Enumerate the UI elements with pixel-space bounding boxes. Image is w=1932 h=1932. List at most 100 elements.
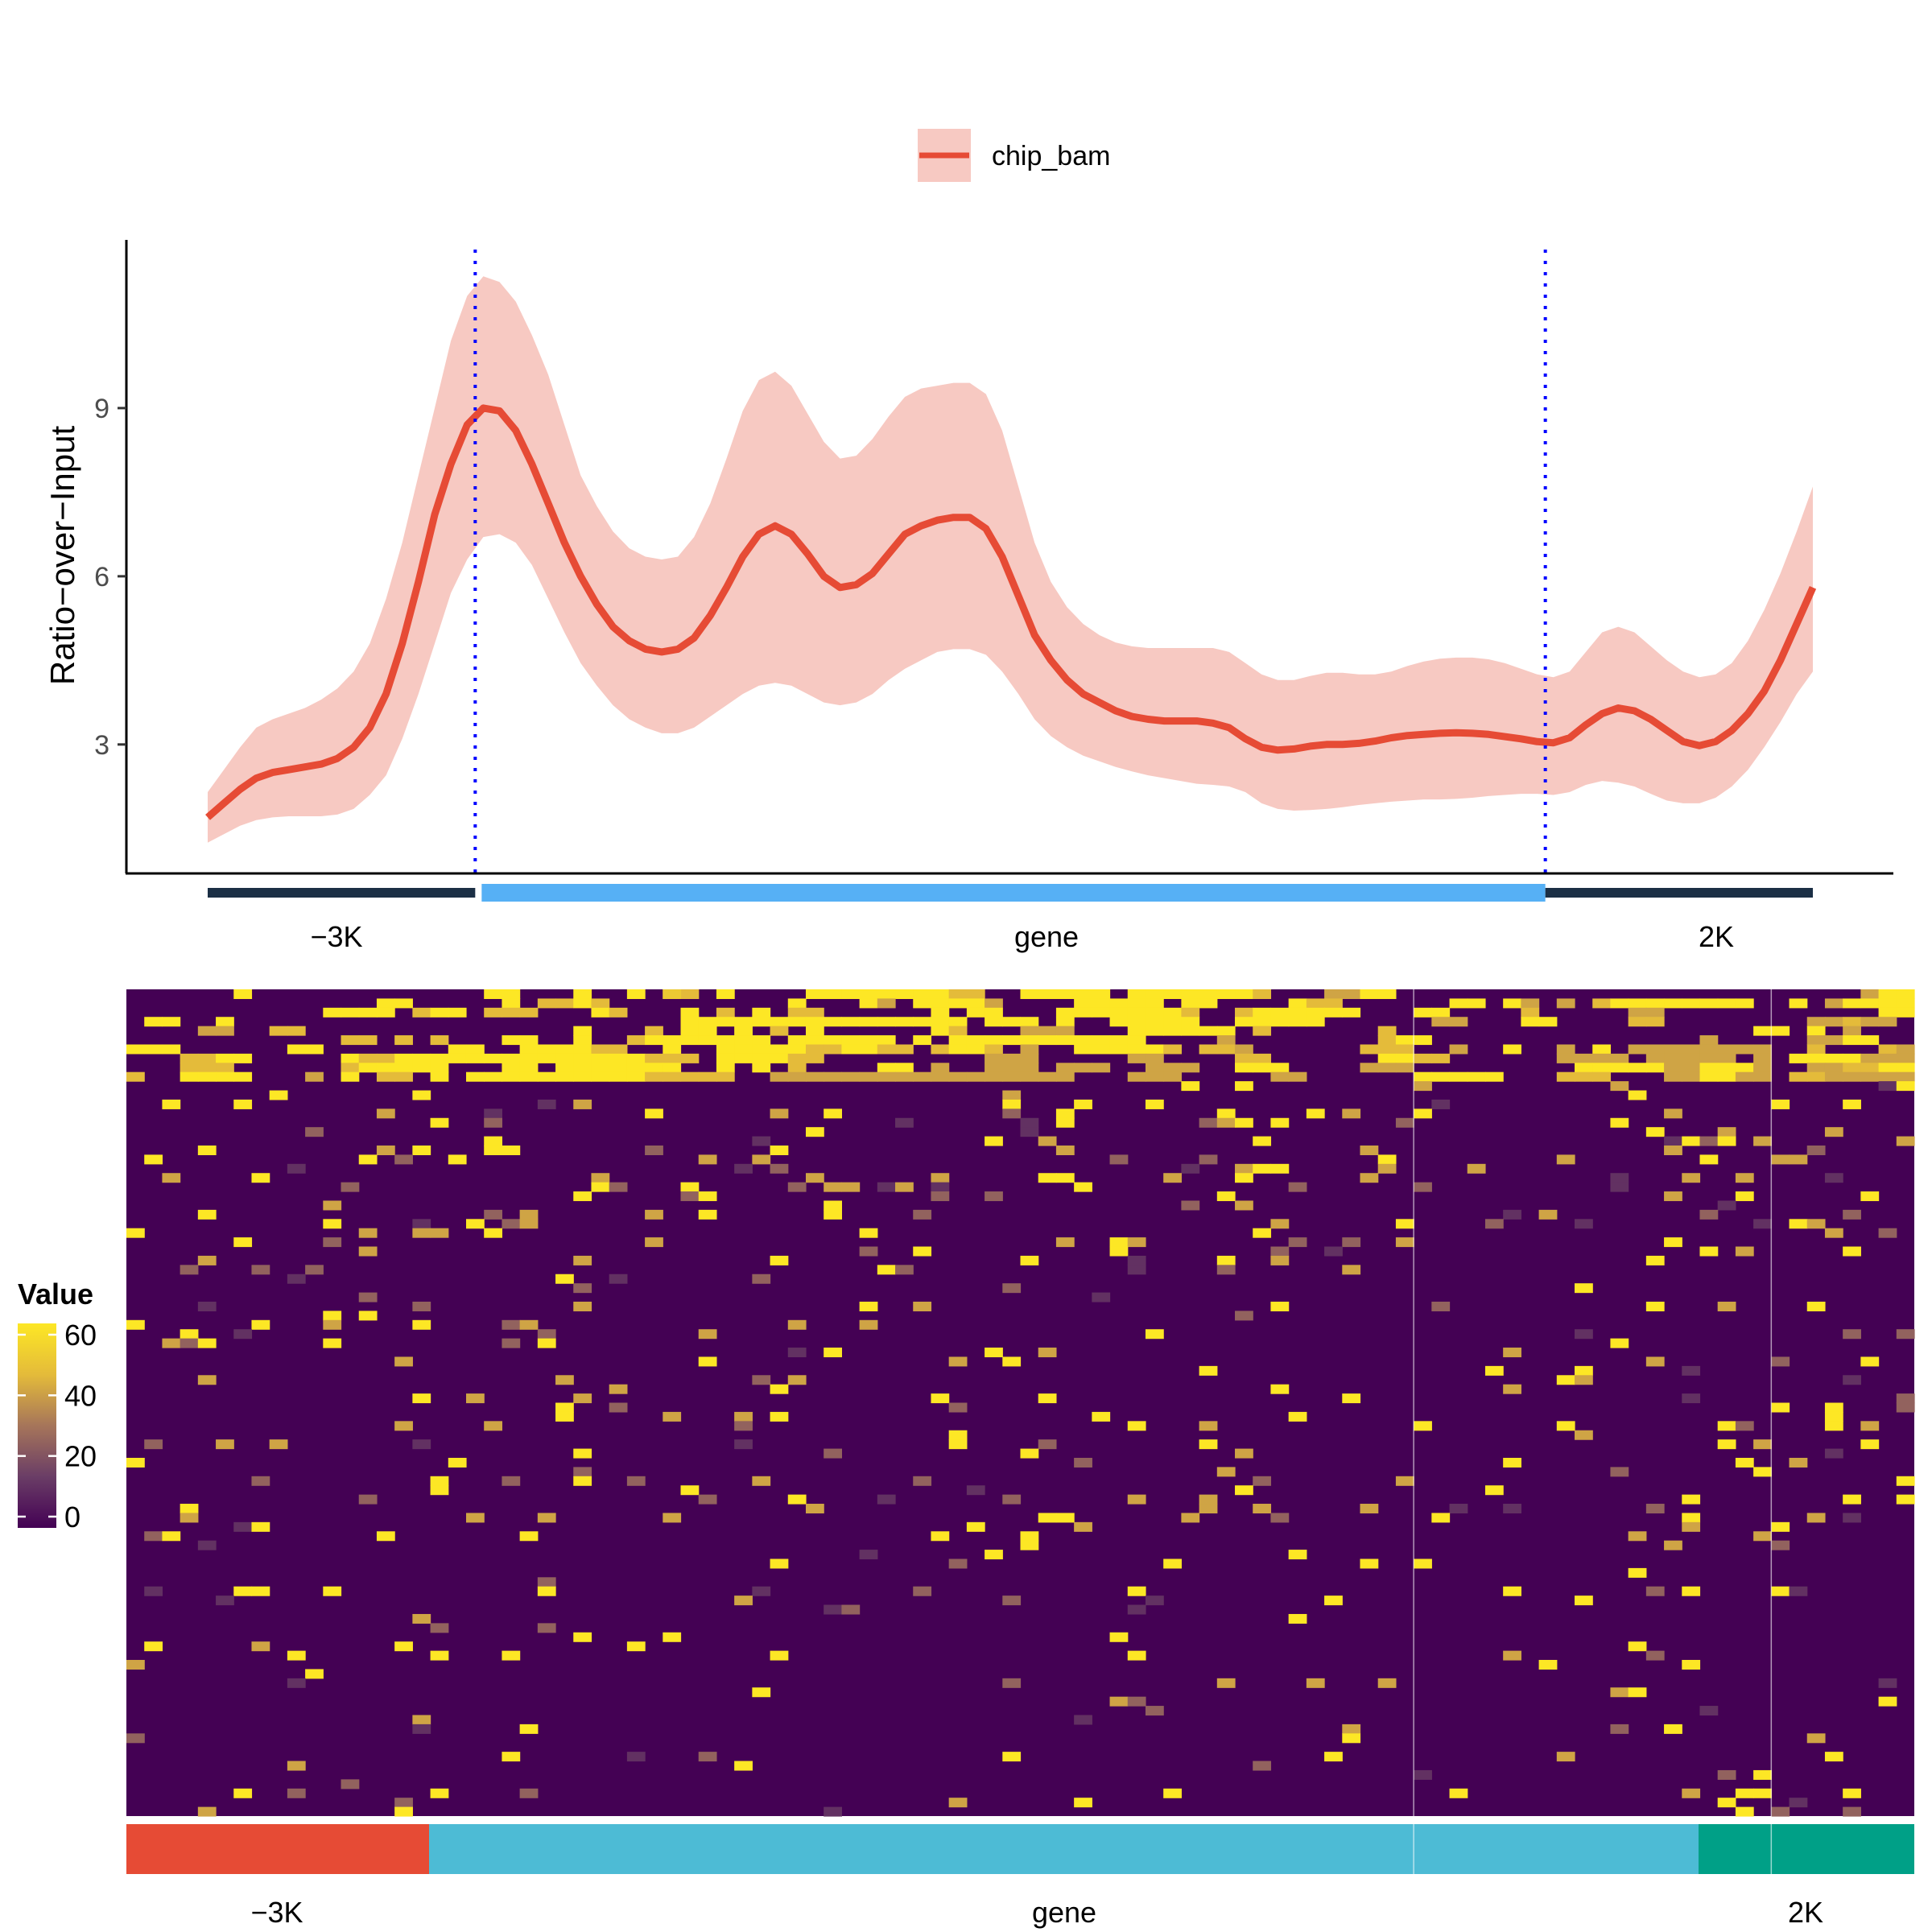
heatmap-cell	[770, 1558, 789, 1569]
heatmap-cell	[1753, 1063, 1772, 1073]
heatmap-cell	[537, 1513, 556, 1523]
heatmap-cell	[985, 1017, 1003, 1027]
heatmap-cell	[805, 1504, 824, 1514]
heatmap-cell	[716, 1017, 735, 1027]
heatmap-cell	[1020, 1531, 1039, 1542]
heatmap-cell	[1628, 1090, 1647, 1100]
heatmap-cell	[609, 1071, 628, 1082]
heatmap-cell	[323, 1338, 342, 1348]
heatmap-cell	[1717, 1769, 1736, 1780]
heatmap-cell	[1414, 1421, 1432, 1431]
heatmap-cell	[966, 1485, 985, 1496]
heatmap-cell	[1127, 1650, 1146, 1661]
heatmap-cell	[305, 1265, 324, 1275]
heatmap-cell	[233, 1099, 253, 1109]
heatmap-cell	[573, 1476, 592, 1486]
heatmap-cell	[752, 1274, 771, 1284]
heatmap-cell	[519, 1531, 539, 1542]
heatmap-cell	[787, 1017, 807, 1027]
heatmap-cell	[358, 1154, 378, 1165]
heatmap-cell	[1127, 1586, 1146, 1596]
heatmap-cell	[626, 1476, 646, 1486]
heatmap-cell	[1181, 1007, 1200, 1018]
heatmap-cell	[824, 1044, 842, 1055]
heatmap-cell	[1324, 1007, 1343, 1018]
heatmap-cell	[752, 1375, 771, 1385]
heatmap-cell	[197, 1026, 217, 1036]
heatmap-cell	[591, 1071, 610, 1082]
heatmap-cell	[197, 1071, 217, 1082]
heatmap-cell	[1860, 1191, 1880, 1202]
heatmap-cell	[985, 1053, 1003, 1063]
heatmap-cell	[1127, 1494, 1146, 1505]
heatmap-cell	[1342, 1733, 1361, 1744]
heatmap-cell	[1181, 1513, 1200, 1523]
heatmap-cell	[752, 1063, 771, 1073]
heatmap-cell	[1592, 1053, 1612, 1063]
heatmap-cell	[1055, 1063, 1075, 1073]
heatmap-cell	[1484, 1071, 1504, 1082]
heatmap-cell	[1109, 1246, 1129, 1257]
heatmap-cell	[948, 989, 968, 1000]
heatmap-cell	[287, 1026, 306, 1036]
heatmap-cell	[1789, 1457, 1808, 1468]
heatmap-cell	[824, 1071, 842, 1082]
heatmap-cell	[251, 1521, 270, 1532]
heatmap-cell	[1181, 989, 1200, 1000]
heatmap-cell	[1592, 1063, 1612, 1073]
heatmap-cell	[394, 1806, 413, 1817]
heatmap-cell	[430, 1228, 449, 1238]
heatmap-cell	[126, 1044, 145, 1055]
heatmap-cell	[1145, 1706, 1164, 1716]
heatmap-cell	[1717, 1053, 1736, 1063]
heatmap-cell	[1145, 1596, 1164, 1606]
heatmap-cell	[1216, 1255, 1236, 1265]
heatmap-cell	[358, 1035, 378, 1046]
heatmap-cell	[1216, 989, 1236, 1000]
heatmap-cell	[1628, 998, 1647, 1009]
heatmap-cell	[1092, 1044, 1111, 1055]
heatmap-cell	[358, 1053, 378, 1063]
heatmap-cell	[197, 1209, 217, 1220]
heatmap-cell	[1645, 1650, 1665, 1661]
heatmap-cell	[1896, 1476, 1915, 1486]
heatmap-cell	[931, 1044, 950, 1055]
heatmap-cell	[162, 1044, 181, 1055]
heatmap-cell	[1699, 1044, 1719, 1055]
heatmap-cell	[341, 1007, 360, 1018]
heatmap-cell	[1717, 1301, 1736, 1311]
heatmap-cell	[1806, 1733, 1826, 1744]
heatmap-cell	[626, 1071, 646, 1082]
heatmap-cell	[323, 1007, 342, 1018]
heatmap-cell	[1216, 1191, 1236, 1202]
heatmap-cell	[519, 1044, 539, 1055]
heatmap-cell	[1878, 1071, 1897, 1082]
heatmap-cell	[1628, 1641, 1647, 1652]
heatmap-cell	[1789, 1219, 1808, 1229]
heatmap-cell	[1735, 998, 1754, 1009]
colorbar-tick-label: 40	[64, 1379, 97, 1412]
heatmap-cell	[913, 1246, 932, 1257]
heatmap-cell	[1002, 1283, 1022, 1294]
heatmap-cell	[1556, 1752, 1575, 1762]
heatmap-cell	[1235, 1448, 1253, 1459]
heatmap-cell	[502, 1219, 521, 1229]
y-axis-ticks: 3 6 9	[94, 394, 126, 761]
heatmap-cell	[948, 1798, 968, 1808]
heatmap-cell	[1002, 1035, 1022, 1046]
heatmap-cell	[1092, 998, 1111, 1009]
heatmap-cell	[555, 1063, 574, 1073]
heatmap-cell	[1342, 1007, 1361, 1018]
heatmap-cell	[1127, 1237, 1146, 1248]
heatmap-cell	[645, 1035, 663, 1046]
heatmap-cell	[859, 1071, 878, 1082]
heatmap-cell	[1521, 998, 1540, 1009]
heatmap-cell	[1306, 1108, 1325, 1119]
heatmap-cell	[1270, 1219, 1290, 1229]
heatmap-cell	[591, 1182, 610, 1192]
heatmap-cell	[216, 1026, 234, 1036]
heatmap-cell	[824, 1200, 842, 1211]
heatmap-cell	[985, 1071, 1003, 1082]
heatmap-cell	[1699, 1136, 1719, 1146]
heatmap-cell	[1771, 1806, 1790, 1817]
